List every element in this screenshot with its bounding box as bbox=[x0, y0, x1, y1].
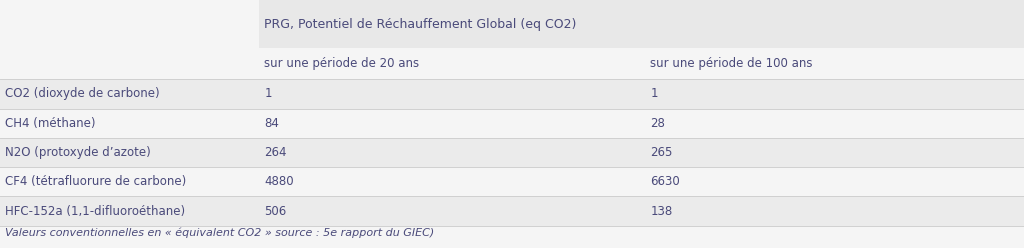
Text: 506: 506 bbox=[264, 205, 287, 217]
Text: 265: 265 bbox=[650, 146, 673, 159]
Bar bbox=[0, 196, 1024, 226]
Text: 6630: 6630 bbox=[650, 175, 680, 188]
Text: CF4 (tétrafluorure de carbone): CF4 (tétrafluorure de carbone) bbox=[5, 175, 186, 188]
Text: CH4 (méthane): CH4 (méthane) bbox=[5, 117, 95, 130]
Text: N2O (protoxyde d’azote): N2O (protoxyde d’azote) bbox=[5, 146, 151, 159]
Text: 1: 1 bbox=[650, 88, 657, 100]
Text: 264: 264 bbox=[264, 146, 287, 159]
Text: sur une période de 100 ans: sur une période de 100 ans bbox=[650, 57, 813, 70]
Bar bbox=[0, 79, 1024, 109]
Text: 4880: 4880 bbox=[264, 175, 294, 188]
Text: CO2 (dioxyde de carbone): CO2 (dioxyde de carbone) bbox=[5, 88, 160, 100]
Text: 138: 138 bbox=[650, 205, 673, 217]
Text: PRG, Potentiel de Réchauffement Global (eq CO2): PRG, Potentiel de Réchauffement Global (… bbox=[264, 18, 577, 31]
Bar bbox=[0, 167, 1024, 196]
Text: 84: 84 bbox=[264, 117, 280, 130]
Text: 1: 1 bbox=[264, 88, 271, 100]
Text: 28: 28 bbox=[650, 117, 666, 130]
Bar bbox=[0, 138, 1024, 167]
Text: sur une période de 20 ans: sur une période de 20 ans bbox=[264, 57, 419, 70]
Text: HFC-152a (1,1-difluoroéthane): HFC-152a (1,1-difluoroéthane) bbox=[5, 205, 185, 217]
Text: Valeurs conventionnelles en « équivalent CO2 » source : 5e rapport du GIEC): Valeurs conventionnelles en « équivalent… bbox=[5, 228, 434, 238]
Bar bbox=[0, 109, 1024, 138]
Bar bbox=[259, 0, 1024, 48]
